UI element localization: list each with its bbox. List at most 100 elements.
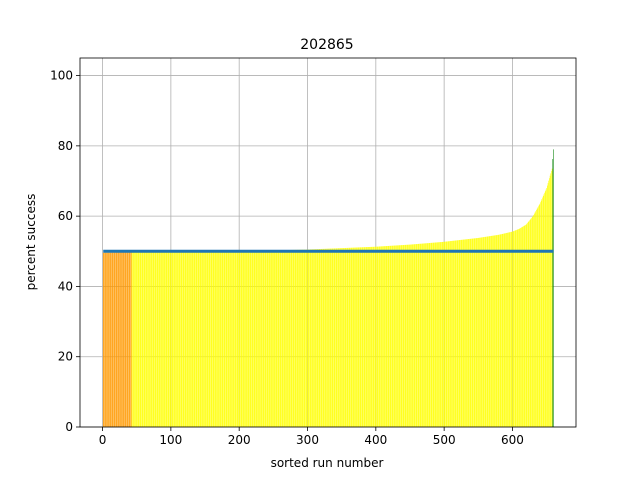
bar — [374, 246, 376, 427]
bar — [144, 251, 146, 427]
bar — [302, 249, 303, 427]
bar — [275, 250, 276, 427]
bar — [243, 251, 244, 427]
bar — [301, 249, 302, 427]
bar — [106, 252, 107, 427]
bar — [503, 233, 504, 427]
bar — [291, 249, 293, 427]
bar — [527, 222, 529, 427]
bar — [137, 251, 138, 427]
bar — [385, 246, 387, 427]
bar — [301, 249, 303, 427]
bar — [412, 244, 413, 427]
bar — [174, 251, 176, 427]
bar — [380, 246, 381, 427]
bar — [128, 252, 130, 427]
bar — [479, 237, 480, 427]
bar — [373, 246, 375, 427]
bar — [159, 251, 161, 427]
bar — [522, 226, 523, 427]
bar — [541, 199, 543, 427]
bar — [329, 248, 330, 427]
bar — [120, 252, 121, 427]
bar — [186, 251, 187, 427]
bar — [490, 236, 491, 427]
bar — [296, 249, 298, 427]
bar — [443, 241, 445, 427]
bar — [534, 213, 535, 427]
bar — [194, 251, 196, 427]
bar — [392, 245, 394, 427]
bar — [529, 219, 531, 427]
bar — [137, 251, 139, 427]
bar — [133, 252, 135, 427]
bar — [517, 229, 519, 427]
bar — [349, 247, 351, 427]
bar — [202, 251, 204, 427]
bar — [459, 240, 461, 427]
bar — [491, 235, 492, 427]
bar — [523, 225, 525, 427]
bar — [329, 248, 331, 427]
bar — [195, 251, 196, 427]
bar — [322, 248, 323, 427]
bar — [265, 250, 267, 427]
bar — [280, 250, 282, 427]
bar — [206, 251, 207, 427]
bar — [388, 245, 390, 427]
bar — [350, 247, 351, 427]
bar — [331, 248, 332, 427]
bar — [124, 252, 126, 427]
bar — [206, 251, 208, 427]
bar — [258, 250, 260, 427]
bar — [310, 249, 312, 427]
bar — [213, 251, 215, 427]
bar — [297, 249, 299, 427]
bar — [426, 243, 427, 427]
bar — [171, 251, 173, 427]
bar — [530, 218, 532, 427]
y-tick-label: 20 — [58, 350, 73, 364]
bar — [482, 237, 484, 427]
bar — [442, 241, 444, 427]
bar — [234, 251, 236, 427]
bar — [193, 251, 194, 427]
bar — [185, 251, 187, 427]
bar — [305, 249, 307, 427]
bar — [430, 242, 432, 427]
bar — [504, 233, 506, 427]
bar — [525, 224, 527, 427]
bar — [204, 251, 206, 427]
bar — [180, 251, 182, 427]
bar — [429, 242, 431, 427]
bar — [510, 231, 512, 427]
bar — [183, 251, 185, 427]
bar — [146, 251, 147, 427]
bar — [253, 250, 255, 427]
bar — [353, 247, 355, 427]
bar — [332, 248, 334, 427]
bar — [306, 249, 308, 427]
bar — [495, 235, 496, 427]
bar — [476, 238, 478, 427]
bar — [406, 244, 407, 427]
bar — [512, 231, 513, 427]
bar — [487, 236, 489, 427]
bar — [182, 251, 184, 427]
bar — [145, 251, 146, 427]
bar — [261, 250, 263, 427]
bar — [409, 244, 411, 427]
bar — [437, 242, 439, 427]
bar — [389, 245, 391, 427]
bar — [262, 250, 263, 427]
bar — [268, 250, 270, 427]
bar — [338, 248, 340, 427]
bar — [346, 247, 348, 427]
bar — [450, 241, 452, 427]
bar — [330, 248, 332, 427]
bar — [489, 236, 491, 427]
bar — [232, 251, 234, 427]
x-tick-label: 400 — [364, 433, 387, 447]
bar — [184, 251, 185, 427]
bar — [385, 246, 386, 427]
